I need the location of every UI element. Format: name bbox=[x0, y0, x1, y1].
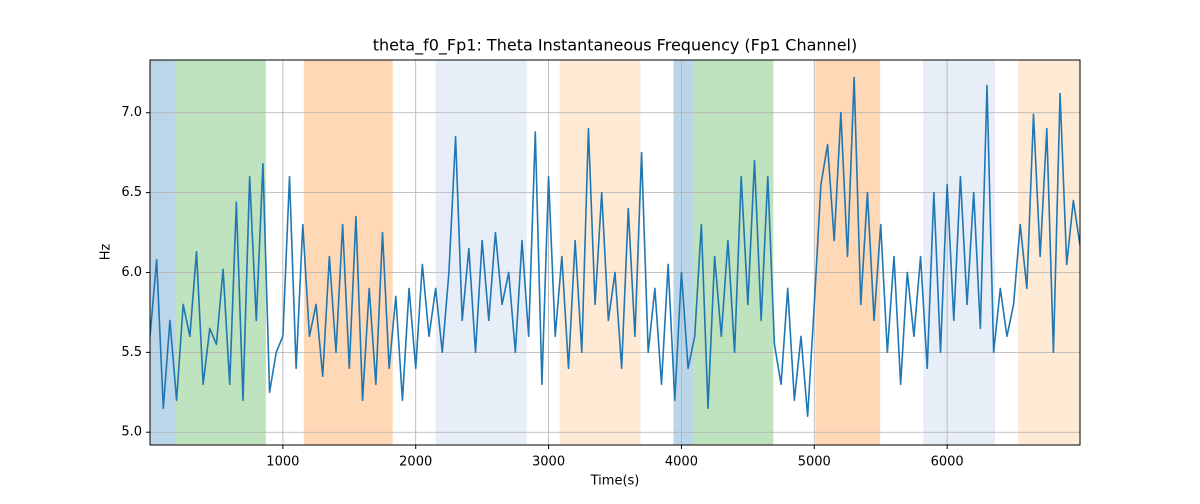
shaded-span bbox=[1018, 60, 1080, 445]
y-tick-label: 7.0 bbox=[121, 105, 142, 120]
axes-frame bbox=[149, 59, 1081, 446]
x-tick-label: 4000 bbox=[665, 455, 698, 470]
shaded-span bbox=[150, 60, 176, 445]
plot-area bbox=[146, 59, 1081, 449]
x-tick-label: 6000 bbox=[931, 455, 964, 470]
y-tick-label: 5.5 bbox=[121, 345, 142, 360]
chart-title: theta_f0_Fp1: Theta Instantaneous Freque… bbox=[373, 36, 857, 56]
y-tick-label: 5.0 bbox=[121, 425, 142, 440]
x-tick-label: 5000 bbox=[798, 455, 831, 470]
shaded-span bbox=[673, 60, 694, 445]
shaded-span bbox=[693, 60, 774, 445]
x-axis-label: Time(s) bbox=[590, 474, 640, 489]
y-axis-label: Hz bbox=[99, 244, 114, 261]
shaded-span bbox=[923, 60, 996, 445]
x-tick-label: 3000 bbox=[532, 455, 565, 470]
x-tick-label: 1000 bbox=[266, 455, 299, 470]
x-tick-label: 2000 bbox=[399, 455, 432, 470]
shaded-span bbox=[175, 60, 266, 445]
shaded-span bbox=[559, 60, 641, 445]
series-group bbox=[150, 76, 1080, 418]
data-line bbox=[150, 76, 1080, 418]
shaded-span bbox=[303, 60, 393, 445]
y-tick-label: 6.5 bbox=[121, 185, 142, 200]
y-tick-label: 6.0 bbox=[121, 265, 142, 280]
